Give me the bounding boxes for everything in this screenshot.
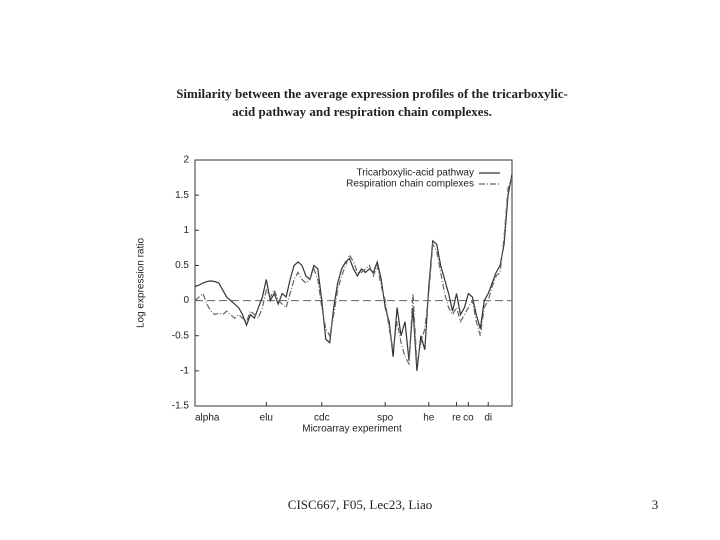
- y-axis-label: Log expression ratio: [136, 238, 147, 328]
- y-tick-label: -1.5: [172, 401, 190, 412]
- x-tick-label: spo: [377, 413, 394, 424]
- footer-text: CISC667, F05, Lec23, Liao: [288, 497, 432, 512]
- x-tick-label: cdc: [314, 413, 330, 424]
- y-tick-label: 0.5: [175, 260, 189, 271]
- x-tick-label: elu: [260, 413, 273, 424]
- x-tick-label: he: [423, 413, 435, 424]
- legend-label: Tricarboxylic-acid pathway: [357, 168, 474, 179]
- y-tick-label: 2: [183, 155, 189, 166]
- x-tick-label: re: [452, 413, 461, 424]
- x-axis-label: Microarray experiment: [302, 424, 402, 435]
- x-tick-label: alpha: [195, 413, 220, 424]
- plot-frame: [194, 159, 513, 407]
- legend-label: Respiration chain complexes: [346, 179, 474, 190]
- y-tick-label: -0.5: [172, 330, 190, 341]
- page-number: 3: [652, 497, 659, 512]
- series-line: [194, 173, 513, 371]
- x-tick-label: di: [484, 413, 492, 424]
- y-tick-label: 1.5: [175, 190, 189, 201]
- y-tick-label: 0: [183, 295, 189, 306]
- y-tick-label: 1: [183, 225, 189, 236]
- title-line: acid pathway and respiration chain compl…: [232, 104, 492, 119]
- x-tick-label: co: [463, 413, 474, 424]
- y-tick-label: -1: [180, 365, 189, 376]
- title-line: Similarity between the average expressio…: [176, 86, 568, 101]
- series-line: [194, 177, 513, 366]
